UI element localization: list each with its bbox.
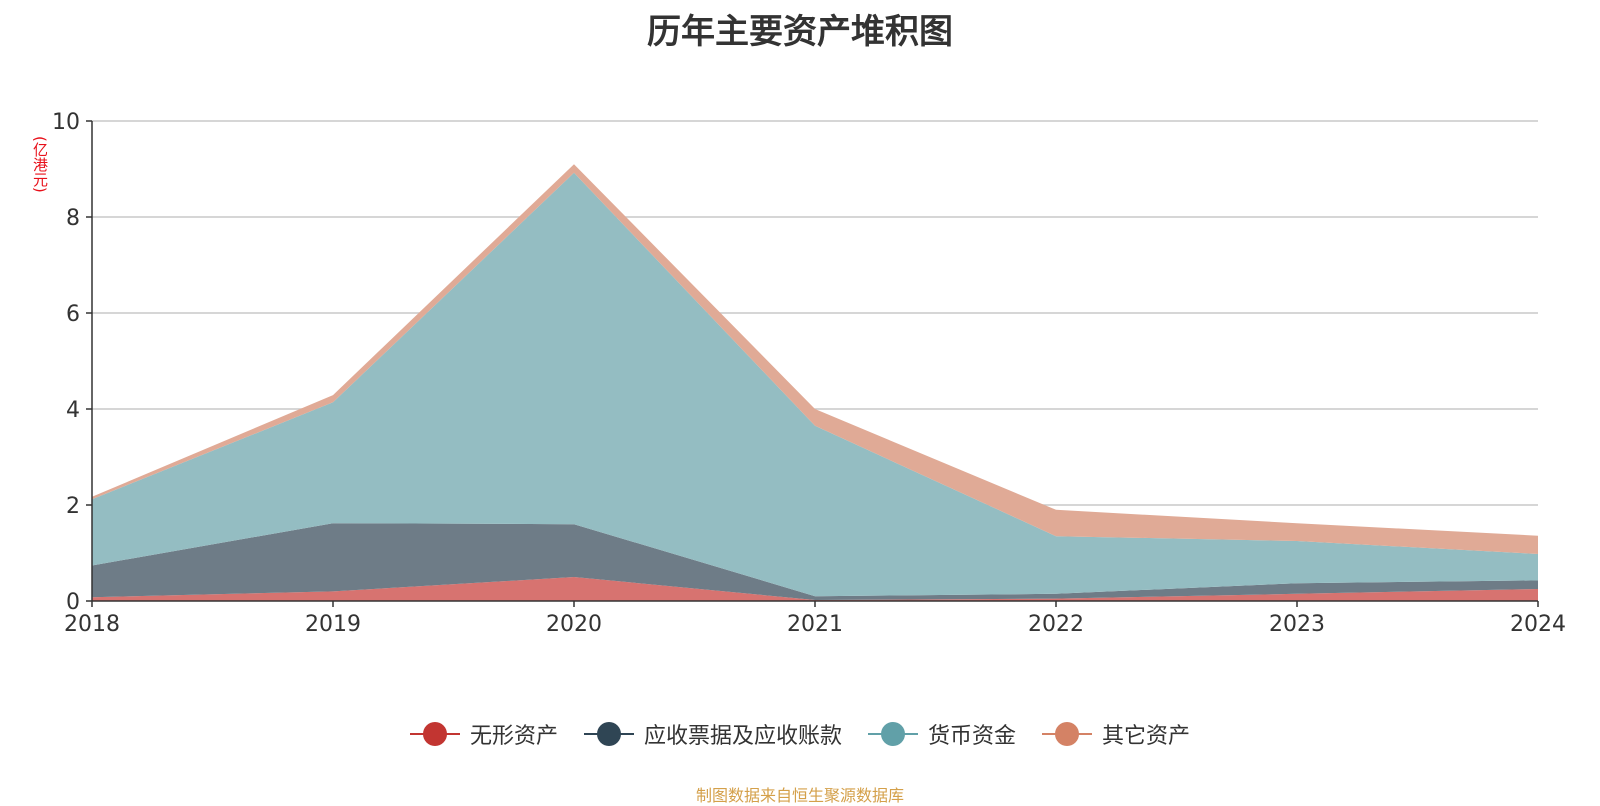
area-series-1 [92, 577, 1538, 601]
legend-marker-icon [409, 721, 460, 747]
y-axis-unit-label: (亿港元) [31, 136, 49, 193]
legend-item[interactable]: 其它资产 [1042, 718, 1190, 750]
x-tick-label: 2021 [787, 612, 843, 637]
legend-label: 货币资金 [928, 724, 1017, 749]
x-tick-label: 2020 [546, 612, 602, 637]
legend-marker-icon [583, 721, 634, 747]
legend-label: 其它资产 [1102, 724, 1191, 749]
y-tick-label: 6 [66, 302, 80, 327]
legend-label: 应收票据及应收账款 [643, 724, 842, 749]
axes: 0 2 4 6 8 10 2018 2019 2020 2021 2022 2023 2024 [52, 110, 1566, 637]
x-tick-label: 2023 [1269, 612, 1325, 637]
legend-marker-icon [868, 721, 918, 747]
data-source-note: 制图数据来自恒生聚源数据库 [695, 786, 904, 805]
legend-dot [881, 722, 905, 746]
y-tick-label: 2 [66, 494, 80, 519]
legend-item[interactable]: 无形资产 [409, 718, 558, 750]
chart-title: 历年主要资产堆积图 [647, 12, 953, 52]
area-series-2 [92, 523, 1538, 600]
y-tick-label: 4 [66, 398, 80, 423]
y-tick-label: 8 [66, 206, 80, 231]
x-tick-label: 2022 [1028, 612, 1084, 637]
legend-item[interactable]: 货币资金 [868, 718, 1016, 750]
legend-dot [596, 722, 621, 746]
legend-dot [1055, 722, 1080, 746]
legend-label: 无形资产 [469, 724, 558, 749]
y-tick-label: 0 [66, 590, 80, 615]
y-tick-label: 10 [52, 110, 80, 135]
x-tick-label: 2019 [305, 612, 361, 637]
x-tick-label: 2018 [64, 612, 120, 637]
x-tick-label: 2024 [1510, 612, 1566, 637]
legend-marker-icon [1042, 721, 1093, 747]
area-series [92, 164, 1538, 601]
legend: 无形资产 应收票据及应收账款 货币资金 其它资产 [0, 718, 1600, 750]
area-series-3 [92, 172, 1538, 597]
legend-item[interactable]: 应收票据及应收账款 [583, 718, 842, 750]
legend-dot [422, 722, 447, 746]
